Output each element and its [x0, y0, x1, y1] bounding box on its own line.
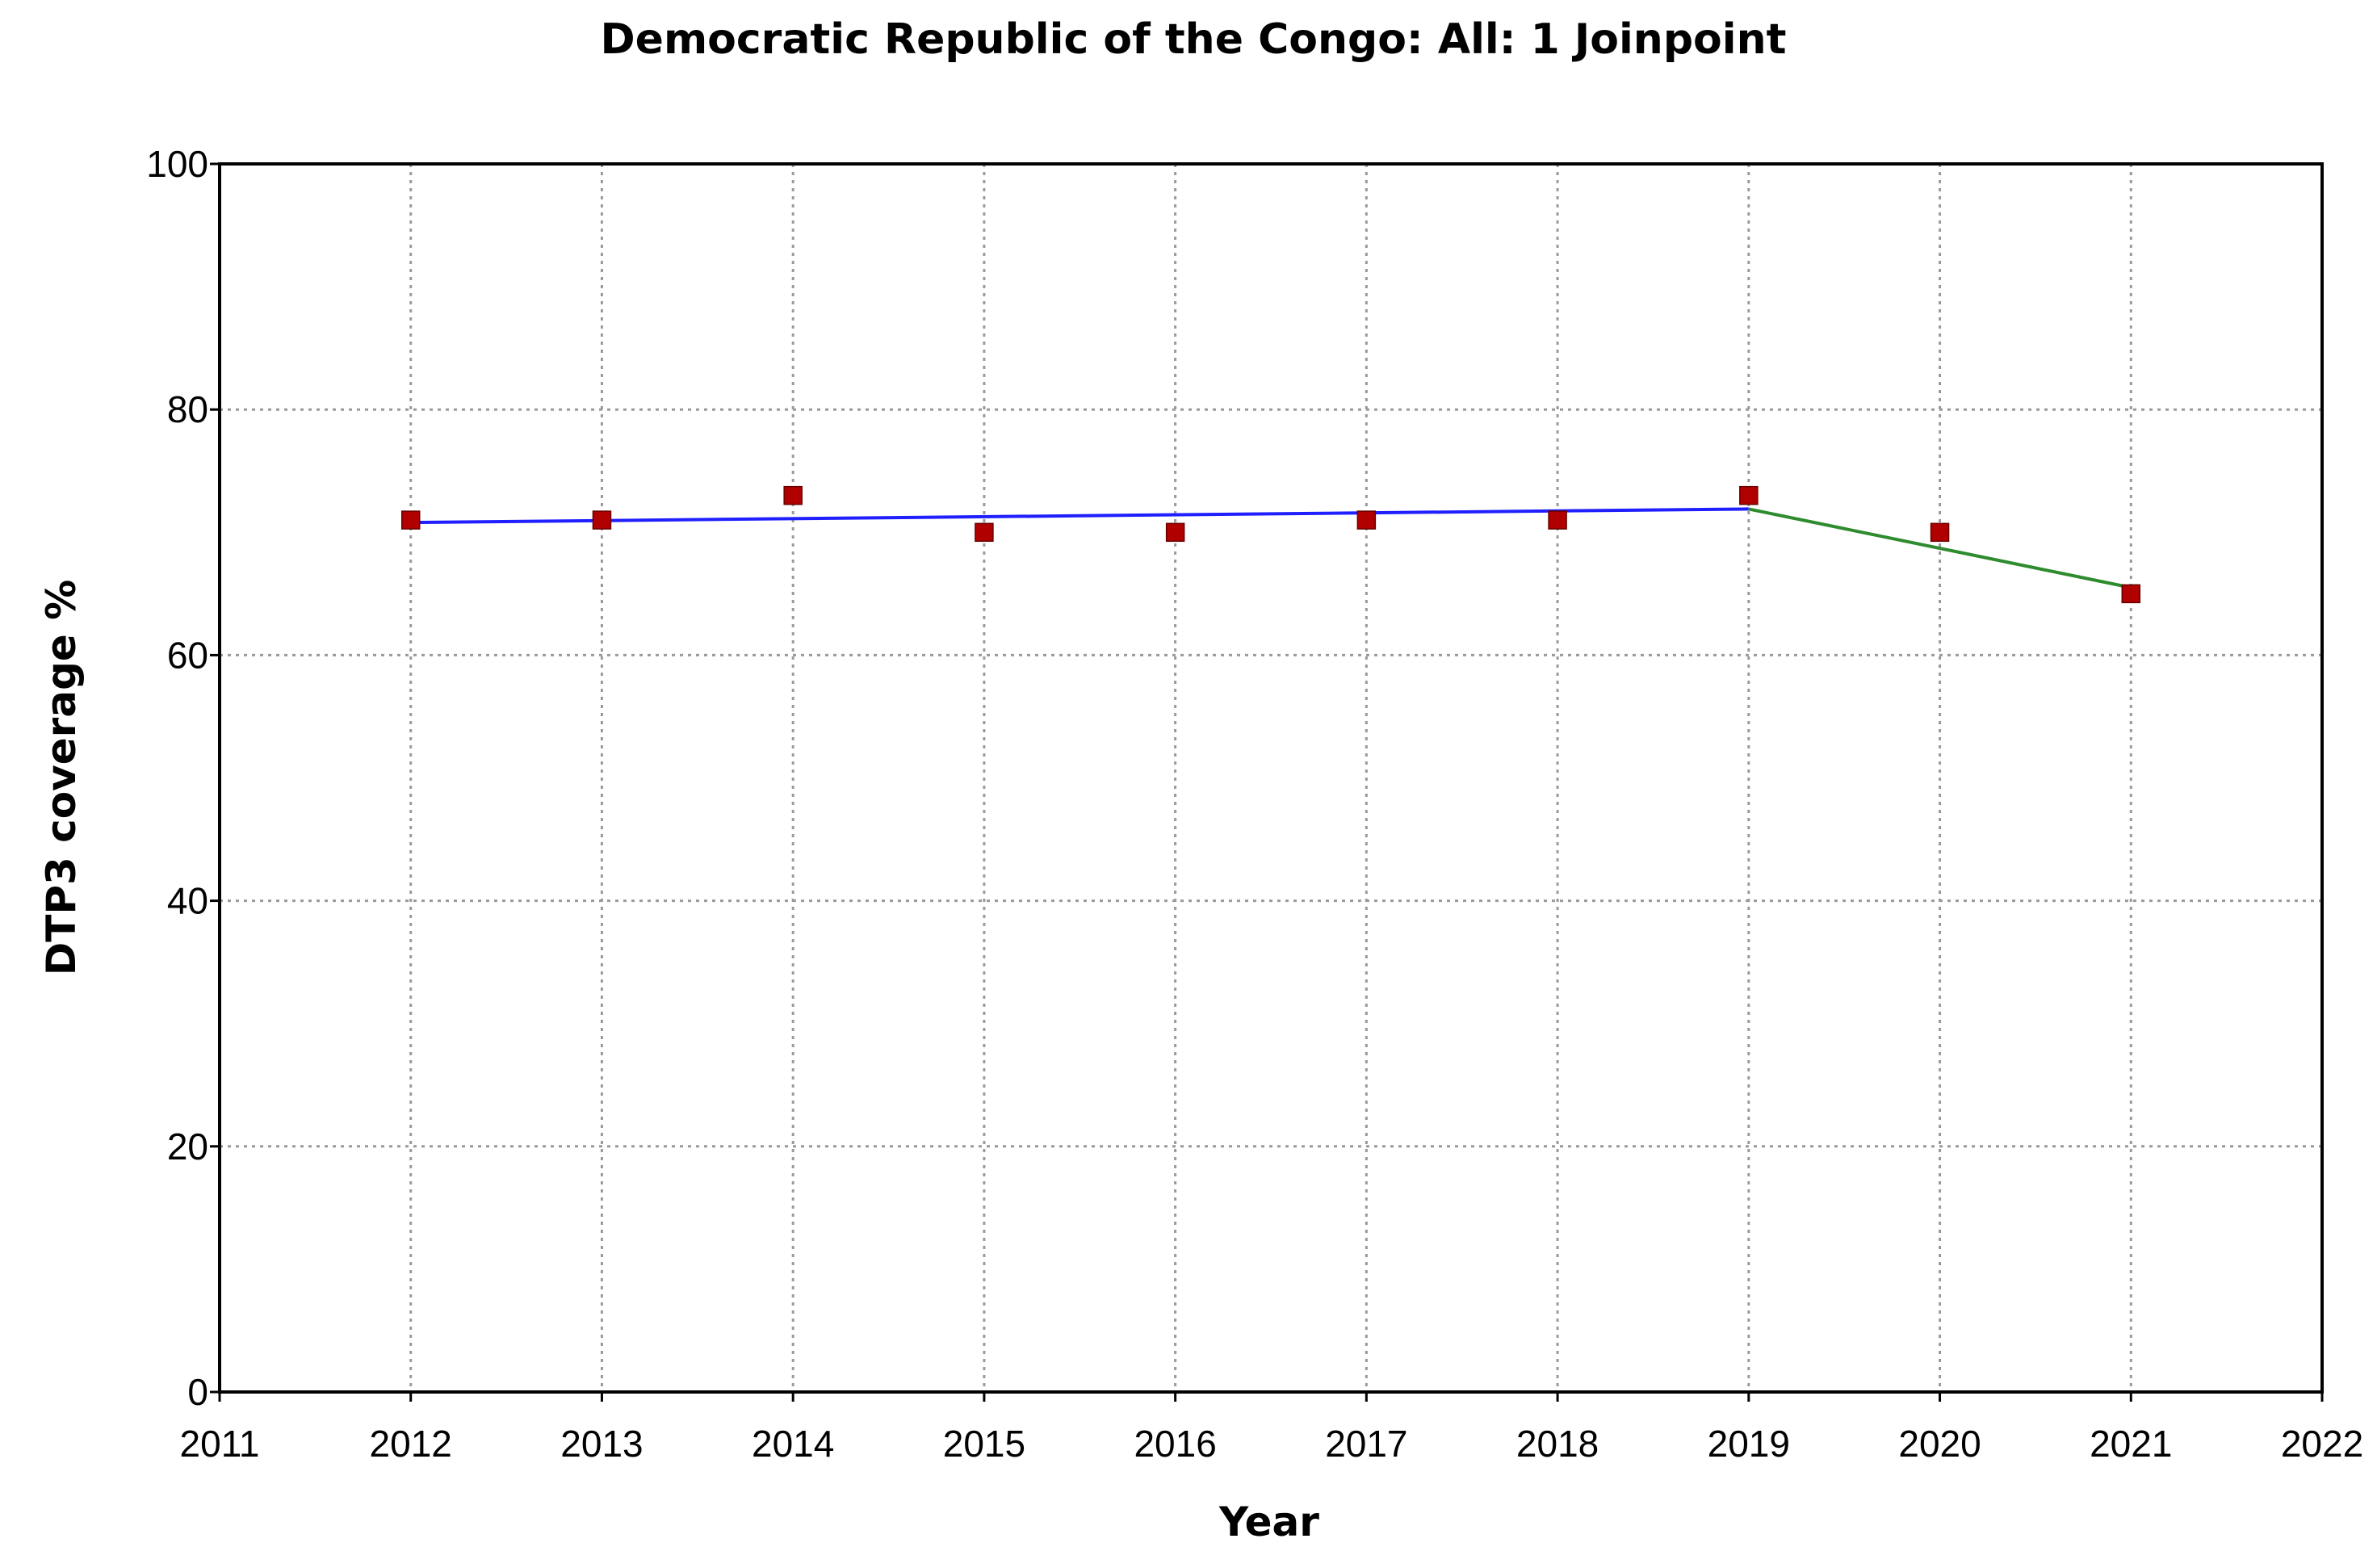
x-axis-ticks: 2011 2012 2013 2014 2015 2016 2017 2018 2019 2020…	[180, 1392, 2363, 1465]
x-tick-label-2011: 2011	[180, 1423, 260, 1465]
y-tick-label-40: 40	[167, 880, 208, 922]
x-tick-label-2021: 2021	[2090, 1423, 2172, 1465]
x-tick-label-2020: 2020	[1898, 1423, 1981, 1465]
data-point-2018	[1548, 510, 1567, 530]
joinpoint-segments	[410, 507, 2132, 589]
x-tick-label-2018: 2018	[1516, 1423, 1599, 1465]
x-tick-label-2022: 2022	[2281, 1423, 2363, 1465]
chart-title: Democratic Republic of the Congo: All: 1…	[601, 15, 1787, 64]
joinpoint-segment-1	[410, 507, 1749, 525]
x-tick-label-2016: 2016	[1134, 1423, 1216, 1465]
y-axis-label: DTP3 coverage %	[38, 580, 85, 976]
x-tick-label-2012: 2012	[370, 1423, 452, 1465]
x-tick-label-2015: 2015	[943, 1423, 1025, 1465]
data-point-2017	[1356, 510, 1377, 530]
x-axis-label: Year	[1218, 1499, 1319, 1545]
data-point-2020	[1930, 522, 1950, 543]
grid	[220, 164, 2322, 1392]
y-tick-label-60: 60	[167, 634, 208, 676]
x-tick-label-2017: 2017	[1325, 1423, 1407, 1465]
data-point-2012	[400, 510, 421, 530]
x-tick-label-2014: 2014	[752, 1423, 834, 1465]
y-tick-label-80: 80	[167, 388, 208, 430]
x-tick-label-2013: 2013	[560, 1423, 643, 1465]
plot-frame	[218, 162, 2324, 1394]
data-point-2016	[1165, 522, 1185, 543]
data-point-2014	[783, 485, 803, 505]
data-point-2021	[2121, 584, 2141, 604]
y-tick-label-0: 0	[187, 1371, 208, 1413]
data-point-2013	[592, 510, 612, 530]
data-point-2019	[1739, 485, 1759, 505]
y-tick-label-100: 100	[146, 143, 208, 185]
joinpoint-segment-2	[1748, 507, 2132, 589]
observed-points	[400, 485, 2141, 604]
x-tick-label-2019: 2019	[1708, 1423, 1790, 1465]
y-tick-label-20: 20	[167, 1126, 208, 1168]
data-point-2015	[975, 522, 994, 543]
y-axis-ticks: 0 20 40 60 80 100	[146, 143, 220, 1413]
